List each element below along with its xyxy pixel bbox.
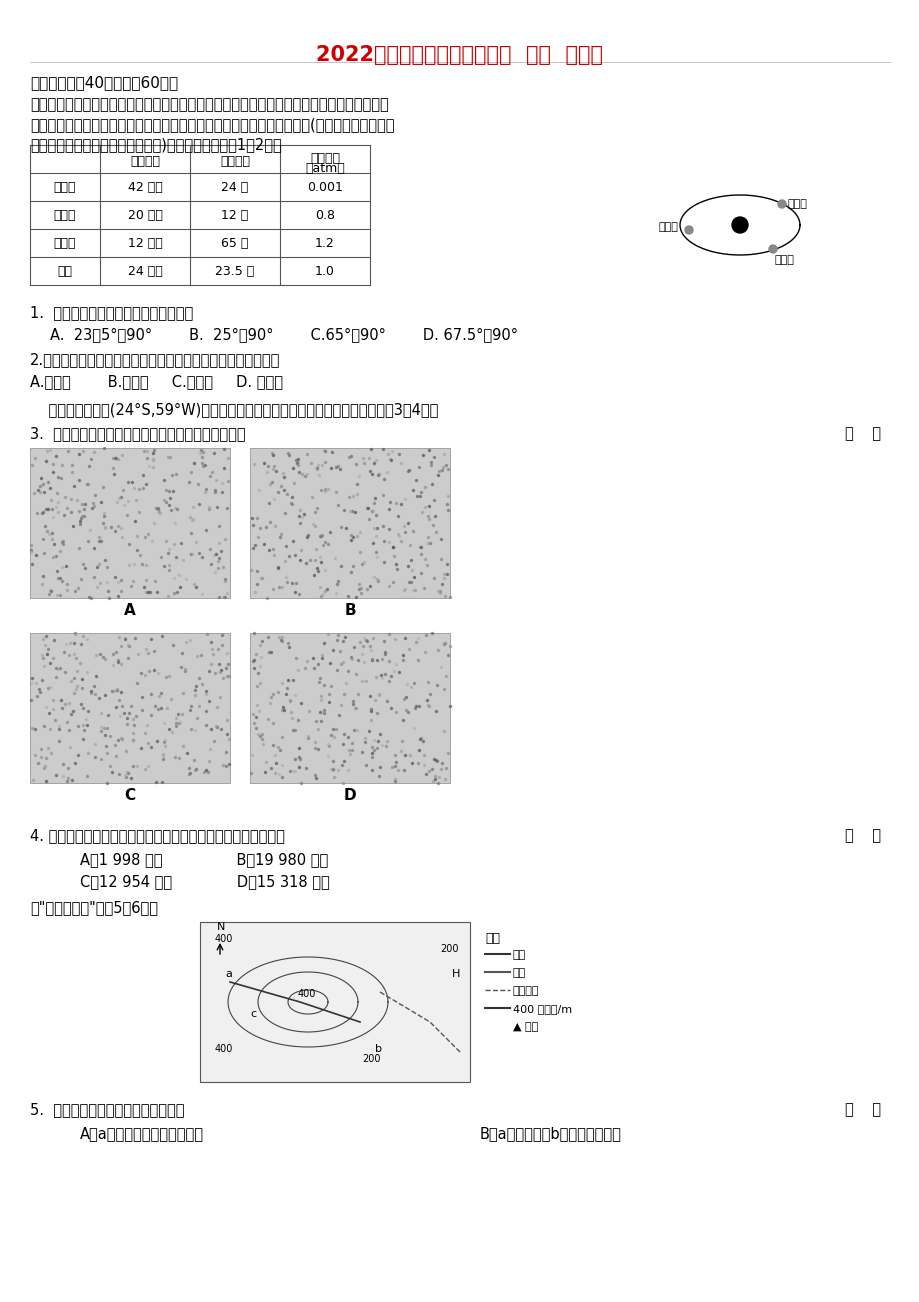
Circle shape	[685, 227, 692, 234]
Text: 20 小时: 20 小时	[128, 210, 163, 223]
Text: B．a河的落差比b河大，水流更急: B．a河的落差比b河大，水流更急	[480, 1126, 621, 1141]
Text: 0.8: 0.8	[314, 210, 335, 223]
Text: H: H	[451, 969, 460, 979]
Circle shape	[768, 245, 777, 253]
Text: 12 小时: 12 小时	[128, 237, 162, 250]
Text: （    ）: （ ）	[844, 1101, 880, 1117]
Text: 图例: 图例	[484, 932, 499, 945]
Circle shape	[732, 217, 747, 233]
Text: 4. 如该人沿经线圈过北极点飞行到达上题中的地点，他要飞行约: 4. 如该人沿经线圈过北极点飞行到达上题中的地点，他要飞行约	[30, 828, 285, 842]
Text: b: b	[375, 1044, 381, 1055]
FancyBboxPatch shape	[30, 633, 230, 783]
Text: 5.  根据上图信息，下列判断正确的是: 5. 根据上图信息，下列判断正确的是	[30, 1101, 185, 1117]
Text: a: a	[225, 969, 232, 979]
Text: 400 等高线/m: 400 等高线/m	[513, 1004, 572, 1014]
Text: 400: 400	[215, 1044, 233, 1055]
Text: 2022年高三上学期第一次检测  地理  含答案: 2022年高三上学期第一次检测 地理 含答案	[316, 46, 603, 65]
Text: 甲行星: 甲行星	[788, 199, 807, 210]
Text: B: B	[344, 603, 356, 618]
Text: 3.  当他钻出地球另一端时，最可能看到下列何种景观: 3. 当他钻出地球另一端时，最可能看到下列何种景观	[30, 426, 245, 441]
Text: 1.  丙行星出现极昼、极夜的纬度范围为: 1. 丙行星出现极昼、极夜的纬度范围为	[30, 305, 193, 320]
Text: 陡崖: 陡崖	[513, 967, 526, 978]
Text: 地球: 地球	[57, 266, 73, 279]
Text: 轨道倾角: 轨道倾角	[220, 155, 250, 168]
Text: 颗行星的质量与大小都与地球差不多，其它基本数据与轨道参数如表所示(为方便对照，地球的: 颗行星的质量与大小都与地球差不多，其它基本数据与轨道参数如表所示(为方便对照，地…	[30, 117, 394, 132]
Text: 23.5 度: 23.5 度	[215, 266, 255, 279]
Text: C．12 954 千米              D．15 318 千米: C．12 954 千米 D．15 318 千米	[80, 874, 329, 889]
Text: 200: 200	[361, 1055, 380, 1064]
FancyBboxPatch shape	[30, 448, 230, 598]
Text: N: N	[217, 922, 225, 932]
Text: 24 小时: 24 小时	[128, 266, 162, 279]
Circle shape	[777, 201, 785, 208]
Text: c: c	[250, 1009, 255, 1019]
Text: 400: 400	[298, 990, 316, 999]
Text: 甲行星: 甲行星	[53, 181, 76, 194]
Text: C: C	[124, 788, 135, 803]
Text: 一、选择题（40小题，共60分）: 一、选择题（40小题，共60分）	[30, 76, 178, 90]
Text: 乙行星: 乙行星	[53, 210, 76, 223]
Text: 400: 400	[215, 934, 233, 944]
Text: ▲ 山顶: ▲ 山顶	[513, 1022, 538, 1032]
Text: 200: 200	[439, 944, 458, 954]
Text: 65 度: 65 度	[221, 237, 248, 250]
Text: A.甲、乙        B.甲、丙     C.乙、丙     D. 丙、乙: A.甲、乙 B.甲、丙 C.乙、丙 D. 丙、乙	[30, 374, 283, 389]
Text: 某人幻想试图从(24°S,59°W)入地，并始终保持直线前进且穿越地心。据此回答3～4题。: 某人幻想试图从(24°S,59°W)入地，并始终保持直线前进且穿越地心。据此回答…	[30, 402, 437, 417]
Text: 0.001: 0.001	[307, 181, 343, 194]
Text: A．a河的总体流向为自东向西: A．a河的总体流向为自东向西	[80, 1126, 204, 1141]
Text: 读"某地地形图"回答5～6题。: 读"某地地形图"回答5～6题。	[30, 900, 158, 915]
Text: 数据附在表中的最后一列作为参考)。依据图表，回答1～2题。: 数据附在表中的最后一列作为参考)。依据图表，回答1～2题。	[30, 137, 281, 152]
Text: 24 度: 24 度	[221, 181, 248, 194]
Text: 自转周期: 自转周期	[130, 155, 160, 168]
Text: 丙行星: 丙行星	[53, 237, 76, 250]
FancyBboxPatch shape	[199, 922, 470, 1082]
Text: 1.0: 1.0	[314, 266, 335, 279]
Text: （atm）: （atm）	[305, 161, 345, 174]
Text: 大气压力: 大气压力	[310, 152, 340, 165]
Text: 河流: 河流	[513, 950, 526, 960]
Text: 12 度: 12 度	[221, 210, 248, 223]
Text: D: D	[344, 788, 356, 803]
Text: 丙行星: 丙行星	[658, 223, 678, 232]
FancyBboxPatch shape	[250, 633, 449, 783]
Text: 2.甲、乙、丙三行星中，昼夜温度差别最大与最小的行星分别是: 2.甲、乙、丙三行星中，昼夜温度差别最大与最小的行星分别是	[30, 352, 280, 367]
Text: 拟建运河: 拟建运河	[513, 986, 539, 996]
Text: 1.2: 1.2	[315, 237, 335, 250]
Text: 42 小时: 42 小时	[128, 181, 162, 194]
Text: A.  23．5°～90°        B.  25°～90°        C.65°～90°        D. 67.5°～90°: A. 23．5°～90° B. 25°～90° C.65°～90° D. 67.…	[50, 327, 517, 342]
FancyBboxPatch shape	[250, 448, 449, 598]
Text: A: A	[124, 603, 136, 618]
Text: 假设有一颗与太阳类似的恒星，其中有三颗固态行星在一共同轨道上绕着它运转，如图。这三: 假设有一颗与太阳类似的恒星，其中有三颗固态行星在一共同轨道上绕着它运转，如图。这…	[30, 98, 389, 112]
Text: 乙行星: 乙行星	[774, 255, 794, 266]
Text: （    ）: （ ）	[844, 426, 880, 441]
Text: （    ）: （ ）	[844, 828, 880, 842]
Text: A．1 998 千米                B．19 980 千米: A．1 998 千米 B．19 980 千米	[80, 852, 328, 867]
